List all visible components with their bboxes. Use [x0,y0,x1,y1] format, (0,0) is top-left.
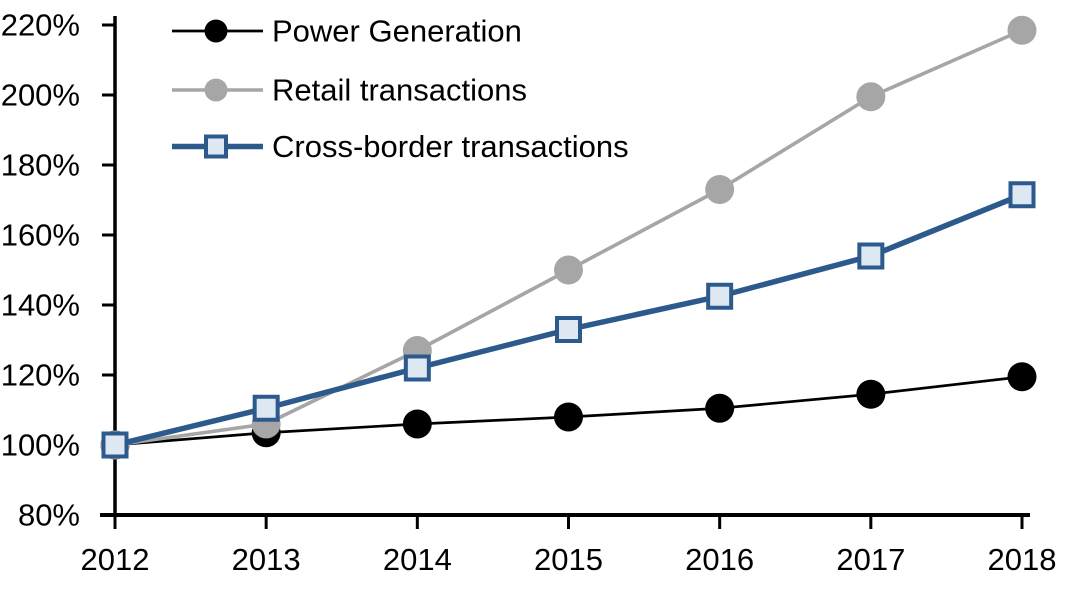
legend-marker [204,19,228,43]
y-axis-tick-label: 80% [18,498,80,533]
data-point-marker [1007,362,1037,392]
data-point-marker [101,431,129,459]
data-point-marker [857,242,885,270]
y-axis-tick-label: 120% [1,358,80,393]
data-point-marker [555,316,582,343]
y-axis-tick-label: 180% [1,148,80,183]
x-axis-tick-label: 2013 [232,542,301,577]
x-axis-tick-label: 2014 [383,542,452,577]
x-axis-tick-label: 2012 [81,542,150,577]
data-point-marker [706,282,734,310]
y-axis-tick-label: 140% [1,288,80,323]
y-axis-tick-label: 100% [1,428,80,463]
legend-marker [204,78,228,102]
series-power-generation [100,362,1037,460]
y-axis-tick-label: 160% [1,218,80,253]
legend-label: Power Generation [272,14,522,49]
legend-label: Cross-border transactions [272,129,629,164]
data-point-marker [252,394,280,422]
x-axis-tick-label: 2018 [988,542,1057,577]
data-point-marker [402,409,432,439]
legend-item: Cross-border transactions [172,129,629,164]
data-point-marker [1008,181,1036,209]
y-axis-tick-label: 200% [1,78,80,113]
x-axis-tick-label: 2015 [534,542,603,577]
series-retail-transactions [100,15,1037,460]
data-point-marker [856,82,886,112]
legend: Power Generation Retail transactions Cross… [172,14,629,164]
legend-marker [204,134,228,159]
x-axis-tick-label: 2017 [836,542,905,577]
data-point-marker [554,255,583,285]
x-axis-tick-label: 2016 [685,542,754,577]
data-point-marker [705,393,735,423]
series-line [114,28,1023,447]
data-point-marker [403,354,431,382]
data-point-marker [1007,15,1037,45]
legend-item: Retail transactions [172,73,527,108]
legend-item: Power Generation [172,14,522,49]
y-axis-tick-label: 220% [1,8,80,43]
data-point-marker [554,402,583,432]
axes: 80% 100% 120% 140% 160% 180% 200% 220% 2012 2013 2… [1,8,1057,578]
series-cross-border-transactions [101,181,1036,459]
data-point-marker [705,175,735,204]
legend-label: Retail transactions [272,73,527,108]
data-point-marker [856,379,886,409]
